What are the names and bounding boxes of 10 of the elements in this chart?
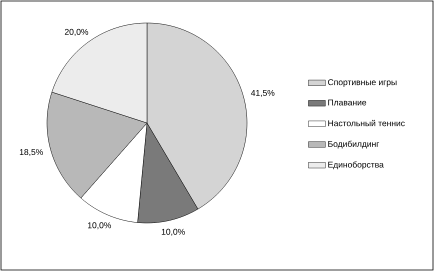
data-label: 18,5% — [20, 149, 43, 156]
legend-label: Плавание — [328, 100, 366, 106]
legend-label: Спортивные игры — [328, 79, 396, 87]
data-label: 10,0% — [88, 222, 112, 230]
data-label: 20,0% — [64, 28, 88, 36]
data-label: 41,5% — [250, 90, 274, 97]
data-label: 10,0% — [162, 228, 185, 236]
legend-label: Единоборства — [328, 161, 384, 170]
legend-label: Бодибилдинг — [328, 140, 380, 149]
legend-label: Настольный теннис — [328, 120, 405, 126]
